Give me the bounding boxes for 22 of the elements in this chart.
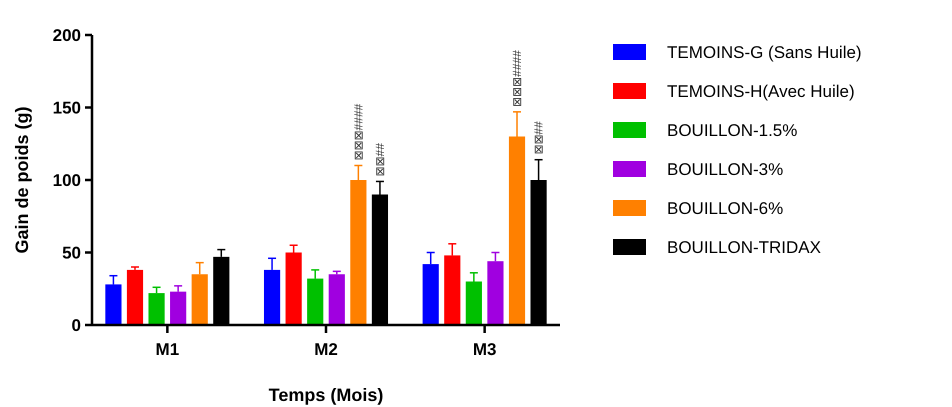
data-label: ⊠⊠## bbox=[532, 121, 546, 155]
data-label: ⊠⊠⊠#### bbox=[510, 50, 524, 107]
y-axis-title: Gain de poids (g) bbox=[12, 106, 32, 254]
legend-label: TEMOINS-G (Sans Huile) bbox=[667, 42, 862, 62]
x-tick-label: M1 bbox=[156, 340, 180, 359]
y-tick-label: 50 bbox=[62, 243, 81, 262]
y-tick-label: 200 bbox=[52, 26, 81, 45]
legend-label: BOUILLON-TRIDAX bbox=[667, 238, 821, 257]
x-tick-label: M3 bbox=[472, 340, 496, 359]
bar bbox=[328, 274, 345, 325]
legend-label: BOUILLON-3% bbox=[667, 160, 784, 179]
legend-label: BOUILLON-6% bbox=[667, 198, 784, 218]
data-label: ⊠⊠⊠#### bbox=[351, 103, 366, 160]
data-label: ⊠⊠## bbox=[372, 142, 387, 176]
legend-label: TEMOINS-H(Avec Huile) bbox=[667, 82, 855, 101]
y-tick-label: 100 bbox=[52, 170, 81, 190]
bar bbox=[126, 270, 144, 325]
y-tick-label: 150 bbox=[52, 98, 81, 118]
legend-label: BOUILLON-1.5% bbox=[667, 120, 798, 140]
x-axis-title: Temps (Mois) bbox=[268, 385, 384, 405]
y-tick-label: 0 bbox=[72, 316, 81, 335]
x-tick-label: M2 bbox=[314, 340, 338, 359]
